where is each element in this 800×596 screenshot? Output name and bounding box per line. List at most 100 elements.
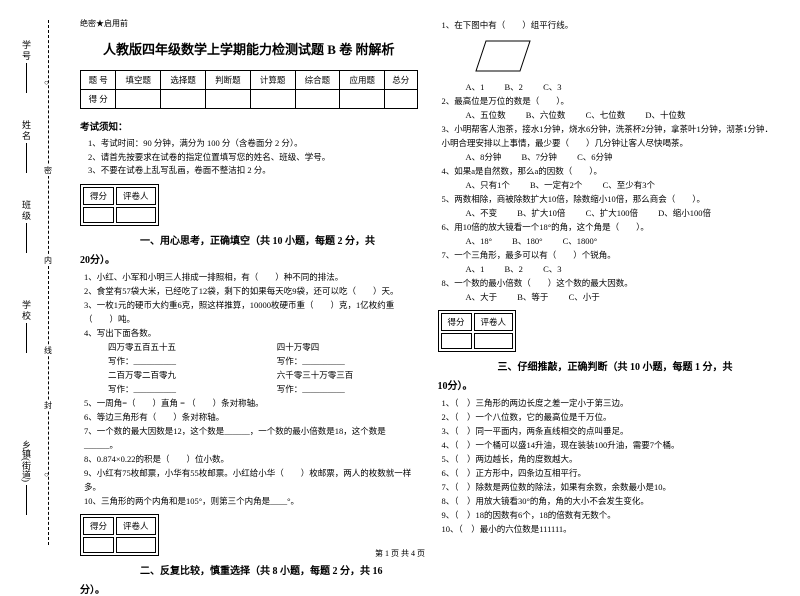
option: B、六位数: [526, 108, 566, 122]
score-cell: 判断题: [205, 71, 250, 90]
page-footer: 第 1 页 共 4 页: [0, 548, 800, 559]
q4-item: 六千零三十万零三百: [249, 368, 418, 382]
question: 7、一个数的最大因数是12，这个数是______，一个数的最小倍数是18，这个数…: [80, 424, 418, 452]
question: 2、最高位是万位的数是（ ）。: [438, 94, 776, 108]
option: C、小于: [569, 290, 600, 304]
question: 7、一个三角形，最多可以有（ ）个锐角。: [438, 248, 776, 262]
option: B、180°: [512, 234, 542, 248]
q4-item: 四万零五百五十五: [80, 340, 249, 354]
gutter-underline: [26, 63, 27, 93]
option: A、18°: [466, 234, 493, 248]
option: A、1: [466, 80, 485, 94]
option: C、1800°: [563, 234, 598, 248]
section-2-title: 二、反复比较，慎重选择（共 8 小题，每题 2 分，共 16: [80, 562, 418, 577]
score-cell: 综合题: [295, 71, 340, 90]
box-cell: [116, 207, 156, 223]
exam-title: 人教版四年级数学上学期能力检测试题 B 卷 附解析: [80, 39, 418, 58]
question: 1、在下图中有（ ）组平行线。: [438, 18, 776, 32]
gutter-underline: [26, 485, 27, 515]
option: A、1: [466, 262, 485, 276]
question: 1、（ ）三角形的两边长度之差一定小于第三边。: [438, 396, 776, 410]
score-cell: [205, 90, 250, 109]
question: 4、如果a是自然数，那么a的因数（ ）。: [438, 164, 776, 178]
table-row: 得 分: [81, 90, 418, 109]
option: C、扩大100倍: [586, 206, 638, 220]
section-1-points: 20分）。: [80, 251, 418, 266]
gutter-field-class: 班 级: [20, 200, 33, 256]
left-column: 绝密★启用前 人教版四年级数学上学期能力检测试题 B 卷 附解析 题 号 填空题…: [70, 18, 428, 555]
q4-write: 写作：__________: [80, 354, 249, 368]
option: A、8分钟: [466, 150, 502, 164]
question: 5、两数相除，商被除数扩大10倍，除数缩小10倍，那么商会（ ）。: [438, 192, 776, 206]
score-cell: 计算题: [250, 71, 295, 90]
option: B、扩大10倍: [517, 206, 565, 220]
q4-item: 四十万零四: [249, 340, 418, 354]
score-cell: 题 号: [81, 71, 116, 90]
question: 5、一周角=（ ）直角 = （ ）条对称轴。: [80, 396, 418, 410]
gutter-field-town: 乡镇(街道): [20, 440, 33, 518]
gutter-field-id: 学 号: [20, 40, 33, 96]
notice-item: 3、不要在试卷上乱写乱画，卷面不整洁扣 2 分。: [80, 164, 418, 178]
gutter-label: 学 号: [20, 40, 33, 60]
option: B、2: [505, 80, 523, 94]
score-table: 题 号 填空题 选择题 判断题 计算题 综合题 应用题 总分 得 分: [80, 70, 418, 109]
q4-write: 写作：__________: [80, 382, 249, 396]
question: 2、（ ）一个八位数，它的最高位是千万位。: [438, 410, 776, 424]
gutter-field-school: 学 校: [20, 300, 33, 356]
option: C、至少有3个: [603, 178, 655, 192]
rhombus-icon: [468, 36, 538, 76]
fold-mark: 内: [44, 255, 52, 266]
score-cell: [250, 90, 295, 109]
q4-grid: 四万零五百五十五 写作：__________ 二百万零二百零九 写作：_____…: [80, 340, 418, 396]
options: A、1 B、2 C、3: [438, 80, 776, 94]
option: B、一定有2个: [530, 178, 582, 192]
question: 9、小红有75枚邮票，小华有55枚邮票。小红给小华（ ）枚邮票，两人的枚数就一样…: [80, 466, 418, 494]
score-cell: 填空题: [116, 71, 161, 90]
score-cell: [295, 90, 340, 109]
q4-write: 写作：__________: [249, 382, 418, 396]
q4-item: 二百万零二百零九: [80, 368, 249, 382]
score-cell: [161, 90, 206, 109]
fold-mark: ○: [44, 78, 49, 87]
box-header: 评卷人: [116, 187, 156, 205]
box-header: 评卷人: [474, 313, 514, 331]
gutter-underline: [26, 143, 27, 173]
question: 5、（ ）两边越长，角的度数越大。: [438, 452, 776, 466]
score-cell: 应用题: [340, 71, 385, 90]
question: 8、0.874×0.22的积是（ ）位小数。: [80, 452, 418, 466]
content-area: 绝密★启用前 人教版四年级数学上学期能力检测试题 B 卷 附解析 题 号 填空题…: [60, 0, 800, 565]
dotted-fold-line: [48, 20, 49, 545]
question: 10、（ ）最小的六位数是111111。: [438, 522, 776, 536]
question: 8、一个数的最小倍数（ ）这个数的最大因数。: [438, 276, 776, 290]
gutter-label: 乡镇(街道): [20, 440, 33, 482]
question: 9、（ ）18的因数有6个，18的倍数有无数个。: [438, 508, 776, 522]
gutter-label: 姓 名: [20, 120, 33, 140]
score-cell: [116, 90, 161, 109]
section-2-points: 分）。: [80, 581, 418, 596]
score-cell: [340, 90, 385, 109]
fold-mark: 封: [44, 400, 52, 411]
option: B、2: [505, 262, 523, 276]
option: A、不变: [466, 206, 498, 220]
question: 7、（ ）除数是两位数的除法，如果有余数，余数最小是10。: [438, 480, 776, 494]
option: B、7分钟: [522, 150, 557, 164]
section-3-title: 三、仔细推敲，正确判断（共 10 小题，每题 1 分，共: [438, 358, 776, 373]
gutter-label: 班 级: [20, 200, 33, 220]
score-cell: 总分: [385, 71, 417, 90]
option: C、3: [543, 80, 561, 94]
fold-mark: 线: [44, 345, 52, 356]
secret-mark: 绝密★启用前: [80, 18, 418, 29]
option: B、等于: [517, 290, 548, 304]
question: 6、等边三角形有（ ）条对称轴。: [80, 410, 418, 424]
score-cell: [385, 90, 417, 109]
gutter-underline: [26, 223, 27, 253]
options: A、大于 B、等于 C、小于: [438, 290, 776, 304]
score-entry-box: 得分评卷人: [438, 310, 517, 352]
right-column: 1、在下图中有（ ）组平行线。 A、1 B、2 C、3 2、最高位是万位的数是（…: [428, 18, 786, 555]
notice-heading: 考试须知：: [80, 119, 418, 133]
box-cell: [441, 333, 472, 349]
score-cell: 得 分: [81, 90, 116, 109]
option: A、五位数: [466, 108, 506, 122]
binding-gutter: 学 号 姓 名 班 级 学 校 乡镇(街道) ○ 密 内 线 封 ○: [0, 0, 60, 565]
box-header: 得分: [83, 517, 114, 535]
